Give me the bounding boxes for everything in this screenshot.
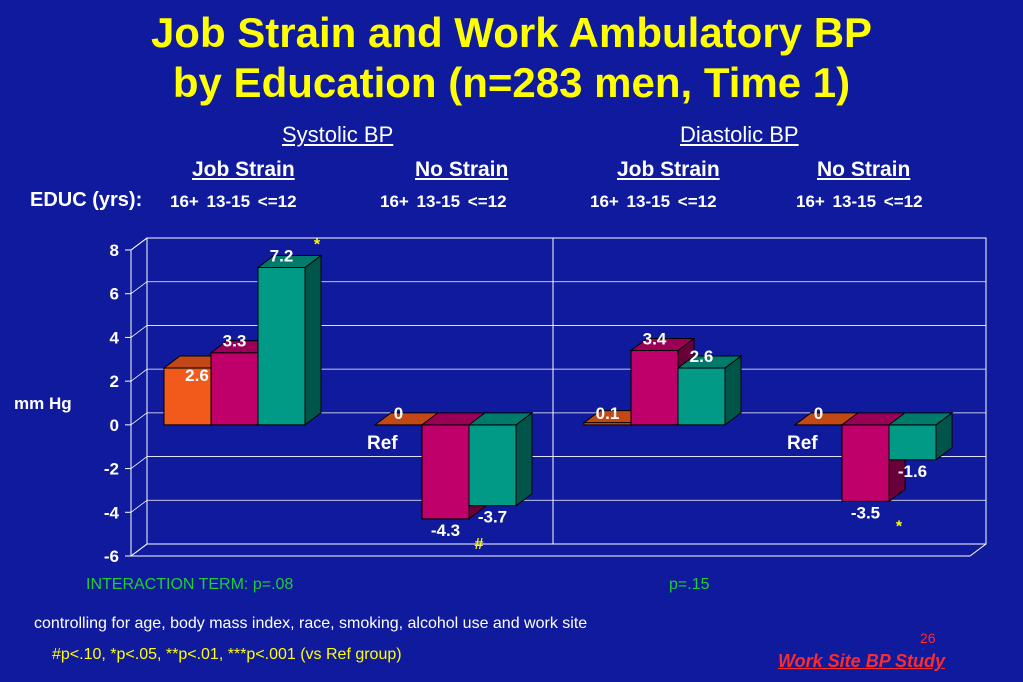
bar bbox=[888, 424, 937, 461]
bar-top bbox=[256, 254, 323, 268]
y-tick-label: 6 bbox=[110, 285, 119, 304]
significance-mark: * bbox=[314, 236, 321, 253]
bar bbox=[257, 266, 306, 426]
gridline-depth bbox=[130, 368, 148, 382]
footnote-controls: controlling for age, body mass index, ra… bbox=[34, 615, 588, 632]
bar bbox=[630, 350, 679, 426]
floor-right-edge bbox=[969, 543, 987, 557]
gridline-depth bbox=[130, 412, 148, 426]
y-tick-label: 8 bbox=[110, 241, 119, 260]
systolic-no-strain-label: No Strain bbox=[415, 158, 509, 181]
diastolic-job-strain-label: Job Strain bbox=[617, 158, 720, 181]
educ-label: EDUC (yrs): bbox=[30, 189, 143, 211]
bar bbox=[210, 352, 259, 426]
diastolic-header: Diastolic BP bbox=[680, 122, 799, 147]
gridline-depth bbox=[130, 543, 148, 557]
y-tick-label: 2 bbox=[110, 372, 119, 391]
interaction-term: INTERACTION TERM: p=.08 bbox=[86, 576, 294, 593]
gridline-depth bbox=[130, 456, 148, 469]
bar-top bbox=[887, 412, 954, 426]
significance-mark: * bbox=[896, 518, 903, 535]
title-line-2: by Education (n=283 men, Time 1) bbox=[172, 59, 851, 106]
data-label: 0 bbox=[394, 404, 403, 423]
diastolic-no-strain-label: No Strain bbox=[817, 158, 911, 181]
y-tick-label: -2 bbox=[104, 460, 119, 479]
title-line-1: Job Strain and Work Ambulatory BP bbox=[150, 9, 873, 56]
data-label: -4.3 bbox=[431, 521, 460, 540]
educ-dia-no: 16+ 13-15 <=12 bbox=[796, 192, 923, 211]
gridline-depth bbox=[130, 281, 148, 295]
data-label: 3.3 bbox=[223, 332, 247, 351]
bar-side bbox=[304, 254, 322, 426]
y-tick-label: -6 bbox=[104, 547, 119, 566]
interaction-p-diastolic: p=.15 bbox=[669, 576, 710, 593]
gridline-depth bbox=[130, 499, 148, 513]
data-label: -3.7 bbox=[478, 508, 507, 527]
y-tick-label: -4 bbox=[104, 503, 120, 522]
data-label: 2.6 bbox=[185, 366, 209, 385]
data-label: 0 bbox=[814, 404, 823, 423]
data-label: -3.5 bbox=[851, 503, 880, 522]
bar-top bbox=[676, 355, 743, 369]
bar-top bbox=[629, 338, 696, 352]
data-label: -1.6 bbox=[898, 462, 927, 481]
y-tick-label: 4 bbox=[110, 328, 120, 347]
data-label: 7.2 bbox=[270, 246, 294, 265]
y-axis-label: mm Hg bbox=[14, 394, 72, 413]
bar bbox=[841, 424, 890, 502]
bar bbox=[677, 367, 726, 426]
ref-label: Ref bbox=[367, 433, 398, 454]
significance-mark: # bbox=[475, 536, 484, 553]
data-label: 3.4 bbox=[643, 330, 667, 349]
y-tick-label: 0 bbox=[110, 416, 119, 435]
data-label: 2.6 bbox=[690, 347, 714, 366]
systolic-header: Systolic BP bbox=[282, 122, 394, 147]
footnote-significance: #p<.10, *p<.05, **p<.01, ***p<.001 (vs R… bbox=[52, 646, 402, 663]
gridline-depth bbox=[130, 325, 148, 338]
educ-sys-job: 16+ 13-15 <=12 bbox=[170, 192, 297, 211]
ref-label: Ref bbox=[787, 433, 818, 454]
page-number: 26 bbox=[920, 630, 936, 646]
systolic-job-strain-label: Job Strain bbox=[192, 158, 295, 181]
educ-sys-no: 16+ 13-15 <=12 bbox=[380, 192, 507, 211]
educ-dia-job: 16+ 13-15 <=12 bbox=[590, 192, 717, 211]
bar-side bbox=[515, 411, 533, 507]
data-label: 0.1 bbox=[596, 404, 620, 423]
study-label: Work Site BP Study bbox=[778, 651, 946, 671]
bar bbox=[468, 424, 517, 507]
gridline-depth bbox=[130, 237, 148, 251]
bar-top bbox=[467, 412, 534, 426]
bar bbox=[421, 424, 470, 520]
